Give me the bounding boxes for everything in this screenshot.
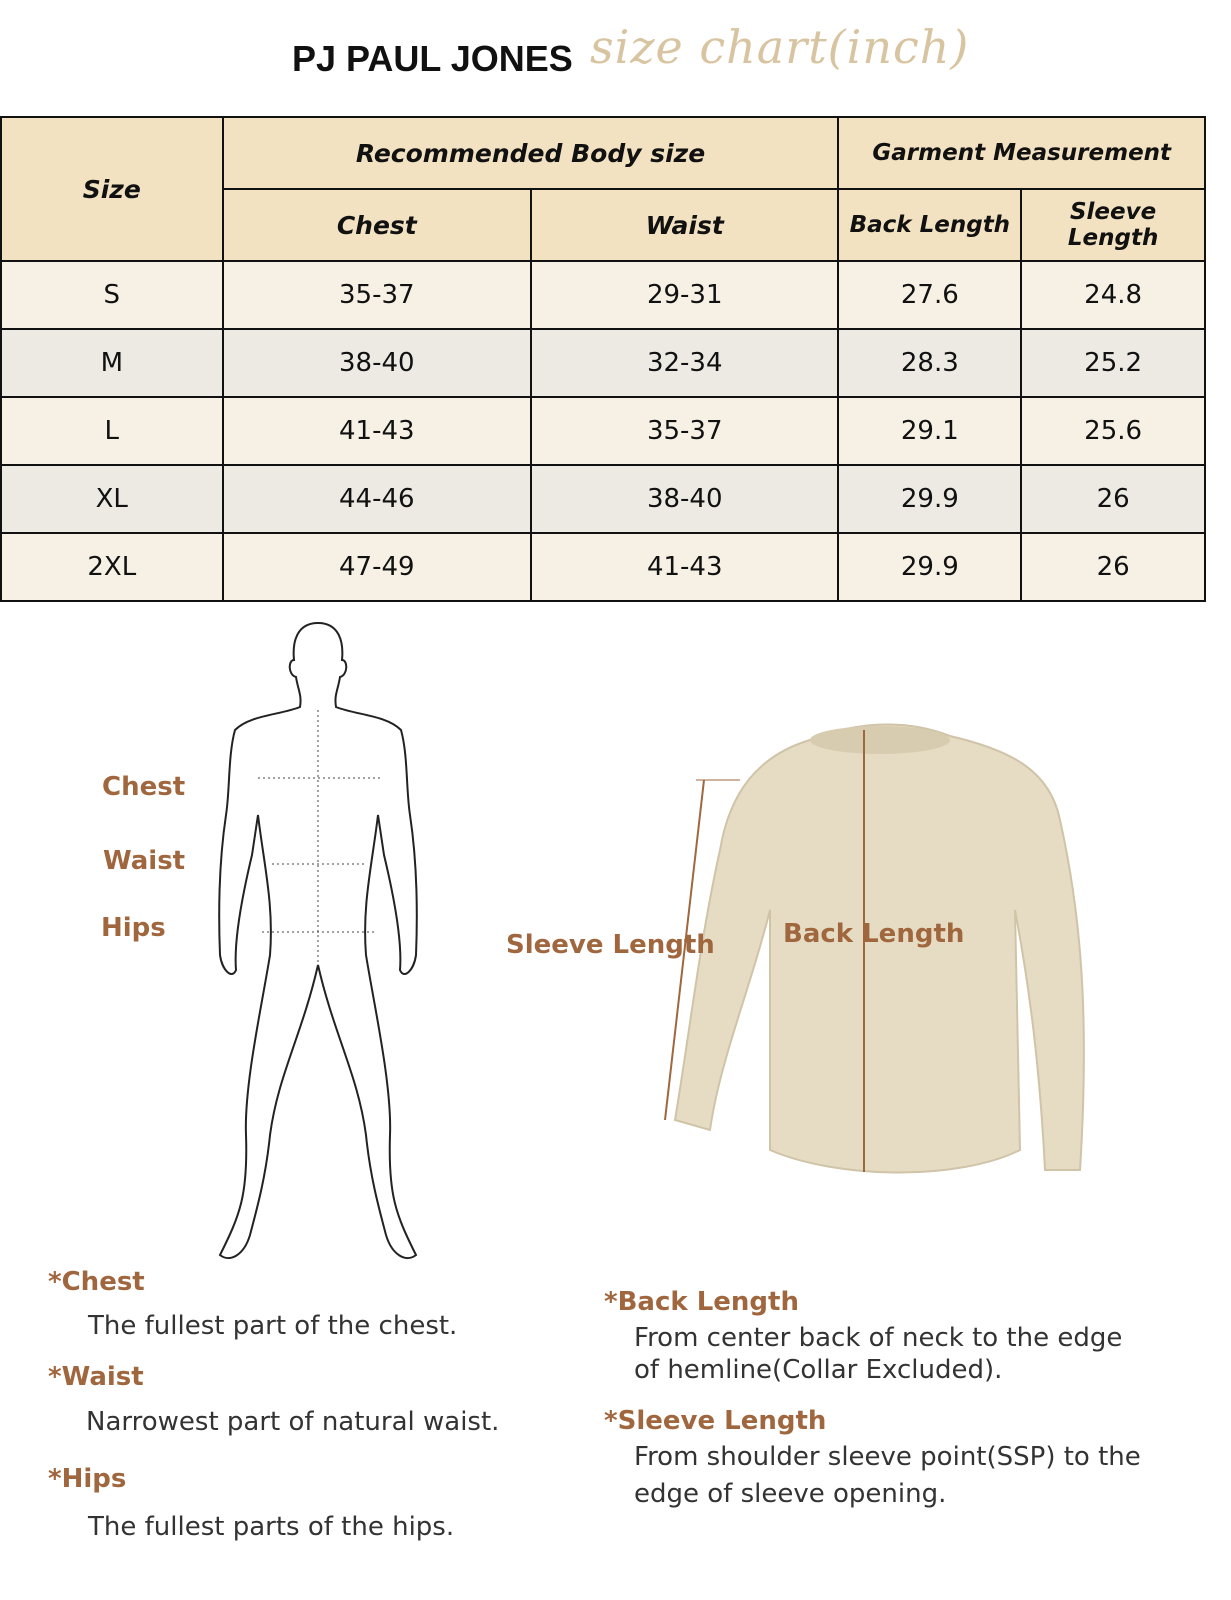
def-hips-title: *Hips: [48, 1464, 127, 1494]
table-cell: 25.2: [1020, 328, 1206, 398]
table-cell: 35-37: [221, 260, 533, 330]
def-sleeve-text: From shoulder sleeve point(SSP) to the: [634, 1442, 1141, 1472]
def-chest-title: *Chest: [48, 1267, 145, 1297]
def-back-text: From center back of neck to the edge: [634, 1323, 1123, 1353]
table-cell: 25.6: [1020, 396, 1206, 466]
body-outline-figure: [218, 621, 418, 1260]
table-cell: 29.1: [837, 396, 1023, 466]
def-sleeve-title: *Sleeve Length: [604, 1406, 827, 1436]
table-cell: 26: [1020, 464, 1206, 534]
def-waist-text: Narrowest part of natural waist.: [86, 1407, 500, 1437]
size-header: Size: [0, 116, 224, 262]
table-cell: M: [0, 328, 224, 398]
table-cell: 24.8: [1020, 260, 1206, 330]
brand-title: PJ PAUL JONES: [292, 38, 573, 79]
table-cell: 29.9: [837, 464, 1023, 534]
table-cell: 27.6: [837, 260, 1023, 330]
size-table: Size Recommended Body size Garment Measu…: [0, 116, 1206, 602]
table-cell: 47-49: [221, 532, 533, 602]
table-cell: 2XL: [0, 532, 224, 602]
table-cell: 41-43: [530, 532, 840, 602]
table-cell: 35-37: [530, 396, 840, 466]
table-row: XL 44-46 38-40 29.9 26: [0, 464, 1206, 534]
table-cell: 44-46: [221, 464, 533, 534]
col-waist: Waist: [530, 188, 840, 262]
table-row: S 35-37 29-31 27.6 24.8: [0, 260, 1206, 330]
body-label-waist: Waist: [103, 846, 186, 876]
col-sleeve-length: Sleeve Length: [1020, 188, 1206, 262]
def-back-title: *Back Length: [604, 1287, 799, 1317]
table-cell: 32-34: [530, 328, 840, 398]
col-back-length: Back Length: [837, 188, 1023, 262]
sweater-label-sleeve: Sleeve Length: [506, 930, 715, 960]
table-cell: 38-40: [530, 464, 840, 534]
size-chart-subtitle: size chart(inch): [590, 20, 970, 74]
def-chest-text: The fullest part of the chest.: [88, 1311, 458, 1341]
table-cell: 29-31: [530, 260, 840, 330]
body-label-hips: Hips: [101, 913, 166, 943]
body-size-header: Recommended Body size: [221, 116, 840, 190]
table-cell: S: [0, 260, 224, 330]
col-chest: Chest: [221, 188, 533, 262]
body-label-chest: Chest: [102, 772, 186, 802]
table-cell: 41-43: [221, 396, 533, 466]
table-cell: 28.3: [837, 328, 1023, 398]
table-row: L 41-43 35-37 29.1 25.6: [0, 396, 1206, 466]
table-cell: 29.9: [837, 532, 1023, 602]
table-cell: L: [0, 396, 224, 466]
def-sleeve-text2: edge of sleeve opening.: [634, 1479, 947, 1509]
def-hips-text: The fullest parts of the hips.: [88, 1512, 455, 1542]
table-row: 2XL 47-49 41-43 29.9 26: [0, 532, 1206, 602]
sweater-label-back: Back Length: [783, 919, 965, 949]
def-waist-title: *Waist: [48, 1362, 144, 1392]
sweater-image: [664, 723, 1085, 1174]
table-cell: 26: [1020, 532, 1206, 602]
garment-header: Garment Measurement: [837, 116, 1206, 190]
table-cell: 38-40: [221, 328, 533, 398]
table-row: M 38-40 32-34 28.3 25.2: [0, 328, 1206, 398]
def-back-text2: of hemline(Collar Excluded).: [634, 1355, 1003, 1385]
table-cell: XL: [0, 464, 224, 534]
